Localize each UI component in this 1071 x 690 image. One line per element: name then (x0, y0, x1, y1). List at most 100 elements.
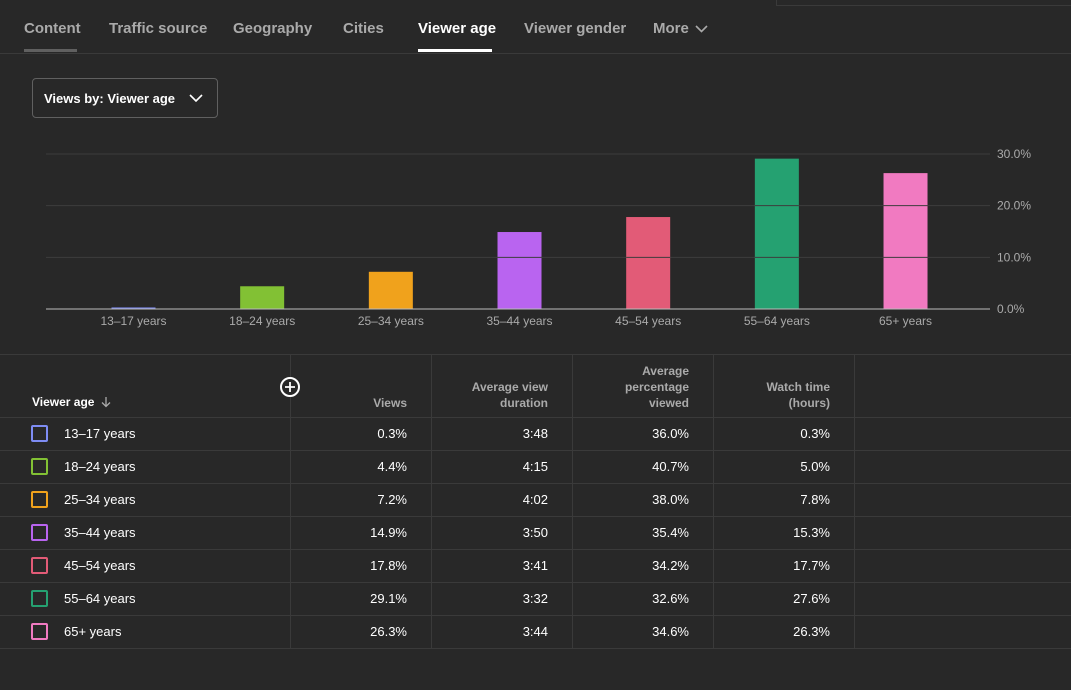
row-label: 18–24 years (64, 459, 136, 474)
x-tick-label: 18–24 years (229, 314, 295, 328)
cell-watch: 26.3% (793, 624, 830, 639)
row-label: 35–44 years (64, 525, 136, 540)
cell-watch: 27.6% (793, 591, 830, 606)
cell-duration: 4:15 (522, 459, 548, 474)
column-divider (572, 354, 573, 648)
tab-content-underline (24, 49, 77, 52)
series-checkbox[interactable] (31, 524, 48, 541)
series-checkbox[interactable] (31, 590, 48, 607)
column-header-viewer-age[interactable]: Viewer age (32, 395, 112, 409)
table-row[interactable]: 25–34 years 7.2% 4:02 38.0% 7.8% (0, 483, 1071, 516)
cell-percentage: 36.0% (652, 426, 689, 441)
bar[interactable] (754, 158, 799, 309)
table-row[interactable]: 13–17 years 0.3% 3:48 36.0% 0.3% (0, 417, 1071, 450)
column-header-line: (hours) (788, 396, 830, 410)
column-divider (854, 354, 855, 648)
column-header-average-view-duration[interactable]: Average view duration (428, 379, 548, 411)
column-header-line: Average view (471, 380, 548, 394)
cell-views: 7.2% (377, 492, 407, 507)
cell-duration: 3:50 (522, 525, 548, 540)
cell-views: 17.8% (370, 558, 407, 573)
viewer-age-bar-chart: 0.0% 10.0% 20.0% 30.0% 13–17 years 18–24 year… (46, 147, 1031, 328)
column-header-line: viewed (648, 396, 689, 410)
row-divider (0, 549, 1071, 550)
cell-watch: 15.3% (793, 525, 830, 540)
row-divider (0, 516, 1071, 517)
cell-duration: 3:48 (522, 426, 548, 441)
table-row[interactable]: 35–44 years 14.9% 3:50 35.4% 15.3% (0, 516, 1071, 549)
column-header-viewer-age-label: Viewer age (32, 395, 95, 409)
series-checkbox[interactable] (31, 623, 48, 640)
tab-viewer-age[interactable]: Viewer age (418, 20, 497, 37)
table-row[interactable]: 65+ years 26.3% 3:44 34.6% 26.3% (0, 615, 1071, 648)
bar[interactable] (497, 232, 542, 309)
tab-more[interactable]: More (653, 20, 708, 37)
table-row[interactable]: 18–24 years 4.4% 4:15 40.7% 5.0% (0, 450, 1071, 483)
table-header-border (0, 417, 1071, 418)
column-header-views-label: Views (373, 396, 407, 410)
series-checkbox[interactable] (31, 557, 48, 574)
column-divider (713, 354, 714, 648)
tab-active-underline (418, 49, 492, 52)
column-header-average-percentage-viewed[interactable]: Average percentage viewed (569, 363, 689, 411)
cell-watch: 5.0% (800, 459, 830, 474)
cell-watch: 17.7% (793, 558, 830, 573)
column-header-line: percentage (624, 380, 689, 394)
column-header-line: duration (500, 396, 548, 410)
row-divider (0, 648, 1071, 649)
cell-views: 0.3% (377, 426, 407, 441)
cell-duration: 3:32 (522, 591, 548, 606)
cell-duration: 3:41 (522, 558, 548, 573)
column-header-views[interactable]: Views (307, 395, 407, 411)
cell-watch: 7.8% (800, 492, 830, 507)
cell-views: 14.9% (370, 525, 407, 540)
add-column-icon (285, 382, 295, 392)
row-divider (0, 615, 1071, 616)
cell-views: 4.4% (377, 459, 407, 474)
top-divider (776, 0, 777, 6)
row-label: 45–54 years (64, 558, 136, 573)
x-tick-label: 65+ years (879, 314, 932, 328)
table-top-border (0, 354, 1071, 355)
bar[interactable] (626, 217, 671, 309)
y-tick-label: 20.0% (997, 199, 1031, 213)
cell-percentage: 40.7% (652, 459, 689, 474)
bar[interactable] (883, 173, 928, 309)
series-checkbox[interactable] (31, 458, 48, 475)
series-checkbox[interactable] (31, 491, 48, 508)
row-divider (0, 582, 1071, 583)
tab-cities[interactable]: Cities (343, 20, 384, 37)
column-divider (290, 354, 291, 648)
views-by-dropdown-label: Views by: Viewer age (44, 90, 176, 106)
tab-geography[interactable]: Geography (233, 20, 313, 37)
cell-views: 26.3% (370, 624, 407, 639)
series-checkbox[interactable] (31, 425, 48, 442)
arrow-down-icon (102, 397, 111, 408)
views-by-dropdown[interactable]: Views by: Viewer age (32, 78, 218, 118)
tab-viewer-gender[interactable]: Viewer gender (524, 20, 627, 37)
cell-watch: 0.3% (800, 426, 830, 441)
column-divider (431, 354, 432, 648)
x-tick-label: 45–54 years (615, 314, 681, 328)
bar[interactable] (368, 271, 413, 309)
table-row[interactable]: 55–64 years 29.1% 3:32 32.6% 27.6% (0, 582, 1071, 615)
row-label: 65+ years (64, 624, 122, 639)
x-tick-label: 35–44 years (486, 314, 552, 328)
cell-percentage: 34.2% (652, 558, 689, 573)
column-header-watch-time[interactable]: Watch time (hours) (710, 379, 830, 411)
table-row[interactable]: 45–54 years 17.8% 3:41 34.2% 17.7% (0, 549, 1071, 582)
bar[interactable] (111, 307, 156, 309)
bar[interactable] (240, 286, 285, 309)
row-divider (0, 450, 1071, 451)
row-label: 55–64 years (64, 591, 136, 606)
x-tick-label: 13–17 years (100, 314, 166, 328)
x-tick-label: 25–34 years (358, 314, 424, 328)
x-tick-label: 55–64 years (744, 314, 810, 328)
cell-percentage: 32.6% (652, 591, 689, 606)
add-column-button[interactable] (280, 377, 300, 397)
chevron-down-icon (189, 94, 203, 102)
tab-traffic-source[interactable]: Traffic source (109, 20, 208, 37)
tab-content[interactable]: Content (24, 20, 81, 37)
row-divider (0, 483, 1071, 484)
y-tick-label: 0.0% (997, 302, 1025, 316)
